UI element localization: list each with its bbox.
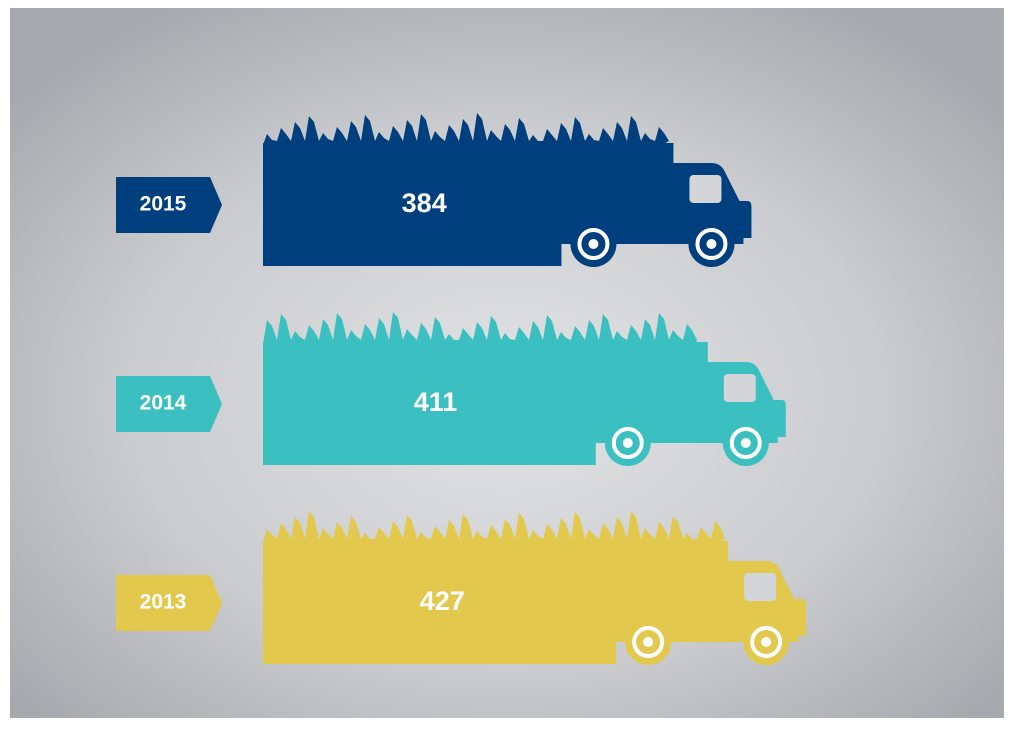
year-label: 2013 — [140, 591, 187, 614]
value-label: 427 — [420, 586, 465, 616]
wheel-hub — [741, 438, 751, 448]
chart: 2015 384 2014 411 2013 427 — [0, 0, 1014, 735]
wheel-hub — [761, 637, 771, 647]
wheel-hub — [706, 239, 716, 249]
value-label: 384 — [402, 188, 447, 218]
wheel-hub — [588, 239, 598, 249]
year-label: 2015 — [140, 193, 187, 216]
cab-window — [724, 374, 756, 402]
wheel-hub — [643, 637, 653, 647]
page: {"chart_data": {"type": "bar", "orientat… — [0, 0, 1014, 735]
year-label: 2014 — [140, 392, 187, 415]
cab-window — [744, 573, 776, 601]
cab-window — [689, 175, 721, 203]
value-label: 411 — [414, 387, 458, 417]
wheel-hub — [623, 438, 633, 448]
